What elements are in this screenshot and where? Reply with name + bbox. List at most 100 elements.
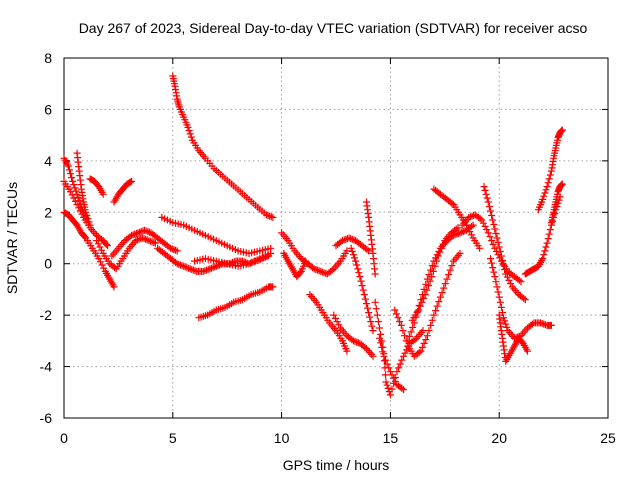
data-point-arc-27: [488, 237, 496, 245]
data-point-arc-31: [545, 230, 553, 238]
data-point-arc-31: [540, 251, 548, 259]
data-point-arc-21: [376, 324, 383, 332]
data-point-arc-3: [73, 201, 81, 209]
data-point-arc-25: [454, 224, 462, 232]
data-point-arc-28: [491, 225, 499, 233]
data-point-arc-21: [383, 381, 391, 389]
data-point-arc-1: [110, 283, 118, 291]
data-point-arc-22: [383, 360, 391, 368]
x-tick-label: 5: [169, 430, 177, 446]
data-point-arc-29: [487, 255, 494, 263]
data-point-arc-23: [420, 339, 428, 347]
data-point-arc-23: [456, 249, 464, 257]
data-point-arc-28: [507, 280, 515, 288]
data-point-arc-11: [185, 127, 193, 135]
data-point-arc-31: [544, 235, 552, 243]
data-point-arc-19: [357, 277, 365, 285]
data-point-arc-23: [391, 306, 399, 314]
data-point-arc-8: [111, 264, 119, 272]
data-point-arc-3: [68, 191, 76, 199]
data-point-arc-23: [430, 311, 438, 319]
data-point-arc-25: [439, 240, 447, 248]
data-point-arc-1: [98, 261, 106, 269]
data-point-arc-22: [391, 377, 399, 385]
data-point-arc-2: [68, 174, 76, 182]
data-point-arc-21: [398, 356, 406, 364]
data-point-arc-19: [360, 291, 368, 299]
data-point-arc-25: [452, 225, 460, 233]
data-point-arc-8: [132, 237, 140, 245]
data-point-arc-23: [423, 332, 431, 340]
data-point-arc-27: [484, 229, 492, 237]
data-point-arc-22: [379, 348, 387, 356]
data-point-arc-6: [142, 227, 150, 235]
data-point-arc-3: [102, 240, 110, 248]
data-point-arc-27: [479, 219, 487, 227]
y-tick-label: -4: [40, 359, 53, 375]
data-point-arc-9: [201, 267, 209, 275]
data-point-arc-22: [385, 364, 393, 372]
data-point-arc-22: [398, 384, 406, 392]
data-point-arc-19: [359, 286, 367, 294]
data-point-arc-23: [399, 327, 407, 335]
data-point-arc-8: [98, 246, 105, 254]
data-point-arc-25: [426, 277, 434, 285]
data-point-arc-22: [378, 343, 386, 351]
data-point-arc-25: [423, 286, 431, 294]
y-tick-label: 2: [44, 204, 52, 220]
data-point-arc-8: [93, 237, 101, 245]
data-point-arc-4: [86, 221, 94, 229]
data-point-arc-32: [541, 189, 549, 197]
data-point-arc-23: [422, 336, 430, 344]
data-point-arc-14: [317, 267, 325, 275]
data-point-arc-27: [517, 278, 525, 286]
data-point-arc-21: [377, 330, 385, 338]
data-point-arc-32: [539, 195, 547, 203]
data-point-arc-22: [386, 368, 394, 376]
data-point-arc-28: [505, 276, 513, 284]
data-point-arc-8: [94, 240, 102, 248]
data-point-arc-32: [540, 192, 548, 200]
data-point-arc-2: [65, 166, 73, 174]
data-point-arc-2: [75, 197, 83, 205]
data-point-arc-28: [521, 296, 529, 304]
data-point-arc-8: [143, 236, 151, 244]
data-point-arc-17: [332, 314, 339, 322]
data-point-arc-29: [528, 320, 536, 328]
data-point-arc-22: [377, 339, 385, 347]
data-point-arc-9: [209, 264, 217, 272]
data-point-arc-19: [352, 257, 360, 265]
data-point-arc-28: [488, 212, 496, 219]
data-point-arc-2: [70, 181, 78, 189]
data-point-arc-6: [129, 231, 137, 239]
data-point-arc-22: [380, 352, 388, 360]
data-point-arc-27: [466, 213, 474, 221]
data-point-arc-4: [82, 208, 90, 216]
data-point-arc-19: [365, 309, 373, 317]
data-point-arc-1: [95, 255, 103, 263]
y-tick-label: -2: [40, 307, 53, 323]
data-point-arc-29: [502, 320, 510, 328]
data-point-arc-18: [365, 247, 373, 255]
data-point-arc-6: [168, 245, 176, 253]
data-point-arc-19: [354, 265, 362, 273]
data-point-arc-2: [64, 162, 72, 170]
data-point-arc-17: [369, 352, 377, 360]
data-point-arc-23: [415, 348, 423, 356]
data-point-arc-32: [558, 126, 566, 134]
data-point-arc-29: [503, 323, 511, 331]
data-point-arc-8: [140, 235, 148, 243]
data-point-arc-28: [496, 248, 504, 255]
data-point-arc-18: [363, 246, 371, 254]
data-point-arc-1: [100, 264, 108, 272]
data-point-arc-29: [547, 321, 555, 329]
data-point-arc-19: [348, 248, 356, 255]
data-point-arc-22: [388, 371, 396, 379]
data-point-arc-31: [551, 210, 559, 218]
data-point-arc-28: [492, 230, 500, 237]
data-point-arc-28: [503, 273, 511, 281]
data-point-arc-22: [376, 334, 383, 342]
data-point-arc-21: [419, 327, 427, 335]
data-point-arc-31: [546, 226, 554, 234]
